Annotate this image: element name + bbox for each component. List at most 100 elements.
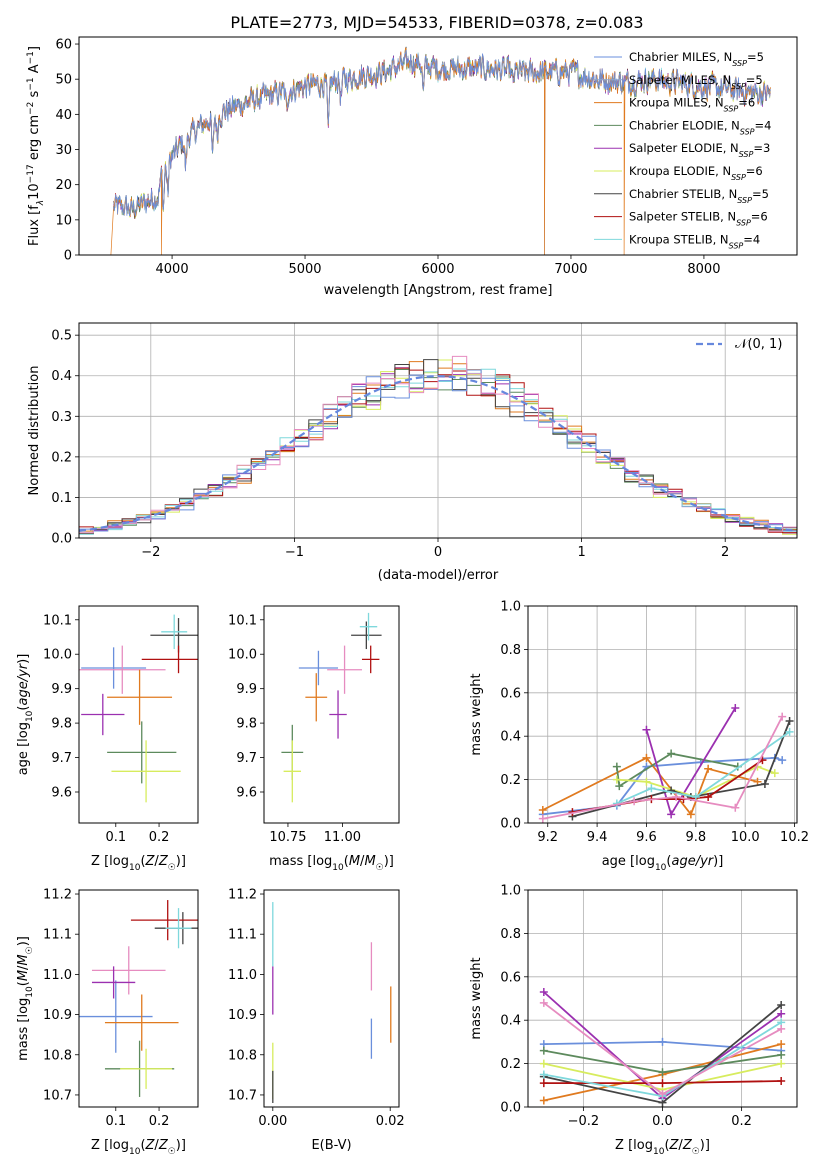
weight-marker xyxy=(785,717,794,726)
legend-sub: SSP xyxy=(739,150,754,159)
y-tick-label: 0.0 xyxy=(500,1101,521,1116)
weight-marker xyxy=(658,1079,667,1088)
x-tick-label: 4000 xyxy=(156,262,189,277)
plot-area-mass-vs-Z xyxy=(79,900,198,1097)
label-part: )] xyxy=(176,854,186,869)
label-part: age/yr xyxy=(671,854,714,869)
label-part: ( xyxy=(140,854,145,869)
histogram-frame xyxy=(78,322,798,539)
weight-marker xyxy=(658,1068,667,1077)
weight-marker xyxy=(539,1096,548,1105)
weight-marker xyxy=(539,1070,548,1079)
legend-text: Salpeter ELODIE, N xyxy=(629,141,739,155)
x-tick-label: 9.8 xyxy=(685,830,706,845)
spectrum-line xyxy=(113,49,771,217)
y-tick-label: 10.0 xyxy=(228,648,257,663)
label-part: 10 xyxy=(655,863,667,873)
legend-value: =6 xyxy=(751,210,768,224)
label-part: / xyxy=(360,854,365,869)
y-tick-label: 9.6 xyxy=(51,786,72,801)
errorbar-point xyxy=(283,740,302,803)
panel-frame xyxy=(78,605,199,824)
errorbar-point xyxy=(91,946,166,995)
gaussian-curve xyxy=(79,375,797,532)
y-tick-label: 11.0 xyxy=(228,968,257,983)
x-tick-label: 10.0 xyxy=(731,830,760,845)
errorbar-point xyxy=(104,994,179,1051)
x-tick-label: 9.2 xyxy=(537,830,558,845)
legend-text: Kroupa ELODIE, N xyxy=(629,164,731,178)
label-part: mass [log xyxy=(16,998,31,1061)
x-tick-label: 0.02 xyxy=(376,1114,405,1129)
errorbar-point xyxy=(361,645,380,674)
y-tick-label: 60 xyxy=(55,38,72,53)
label-part: / xyxy=(154,854,159,869)
label-part: −17 xyxy=(26,164,36,183)
x-tick-label: 5000 xyxy=(288,262,321,277)
legend-value: =3 xyxy=(753,141,770,155)
legend-sub: SSP xyxy=(724,104,739,113)
label-part: Z xyxy=(145,854,156,869)
legend-text: Chabrier STELIB, N xyxy=(629,187,737,201)
legend-label: Salpeter STELIB, NSSP=6 xyxy=(629,210,768,228)
label-part: ( xyxy=(344,854,349,869)
plot-area-mass-vs-ebv xyxy=(272,902,392,1103)
y-tick-label: 9.7 xyxy=(51,751,72,766)
weight-marker xyxy=(777,1059,786,1068)
y-axis-label: Normed distribution xyxy=(27,366,42,496)
axes-mass-vs-ebv: 0.00 0.02 10.7 10.8 10.9 11.0 11.1 11.2 xyxy=(228,888,405,1129)
y-tick-label: 10.7 xyxy=(228,1088,257,1103)
label-part: Z [log xyxy=(615,1138,653,1153)
errorbar-point xyxy=(165,908,192,949)
x-tick-label: −2 xyxy=(141,545,160,560)
x-tick-label: 0.2 xyxy=(149,830,170,845)
label-part: ] xyxy=(27,46,42,51)
weight-marker xyxy=(778,712,787,721)
label-part: M xyxy=(349,854,360,869)
label-part: )] xyxy=(176,1138,186,1153)
weight-marker xyxy=(642,777,651,786)
y-tick-label: 0.2 xyxy=(500,773,521,788)
label-part: mass [log xyxy=(269,854,332,869)
legend-label: Kroupa STELIB, NSSP=4 xyxy=(629,232,760,250)
x-tick-label: 0.2 xyxy=(731,1114,752,1129)
panel-frame xyxy=(527,605,798,824)
axes-age-vs-Z: 0.1 0.2 9.6 9.7 9.8 9.9 10.0 10.1 xyxy=(43,613,169,845)
weight-marker xyxy=(538,814,547,823)
errorbar-point xyxy=(327,645,362,694)
legend-sub: SSP xyxy=(731,81,746,90)
axes-spectrum: 4000 5000 6000 7000 8000 0 10 20 30 40 50 60 xyxy=(55,38,720,277)
x-tick-label: 10.75 xyxy=(269,830,306,845)
weight-marker xyxy=(658,1037,667,1046)
panel-frame xyxy=(263,889,400,1108)
legend-text: Chabrier ELODIE, N xyxy=(629,118,740,132)
x-axis-label: age [log10(age/yr)] xyxy=(602,854,724,873)
y-tick-label: 11.2 xyxy=(228,888,257,903)
y-tick-label: 0.6 xyxy=(500,686,521,701)
x-tick-label: 0.1 xyxy=(105,1114,126,1129)
label-part: / xyxy=(678,1138,683,1153)
x-tick-label: −1 xyxy=(285,545,304,560)
errorbar-point xyxy=(298,650,339,686)
label-part: ( xyxy=(664,1138,669,1153)
weight-marker xyxy=(777,1076,786,1085)
x-tick-label: 0.0 xyxy=(652,1114,673,1129)
x-tick-label: 9.4 xyxy=(587,830,608,845)
legend-text: Kroupa STELIB, N xyxy=(629,232,729,246)
weight-marker xyxy=(647,784,656,793)
plot-area-residual-histogram xyxy=(79,355,797,537)
panel-frame xyxy=(78,889,199,1108)
label-part: ( xyxy=(16,981,31,986)
histogram-step xyxy=(79,355,797,536)
weight-marker xyxy=(686,810,695,819)
label-part: ( xyxy=(16,706,31,711)
legend-label: Chabrier STELIB, NSSP=5 xyxy=(629,187,769,205)
weight-marker xyxy=(538,805,547,814)
label-part: Z xyxy=(669,1138,680,1153)
y-tick-label: 0.2 xyxy=(51,450,72,465)
errorbar-point xyxy=(305,673,328,722)
weight-line xyxy=(616,731,791,805)
y-tick-label: 1.0 xyxy=(500,884,521,899)
